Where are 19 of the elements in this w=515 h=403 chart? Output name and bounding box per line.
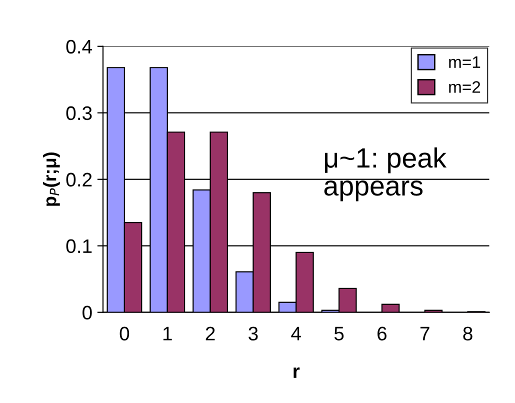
y-tick-label: 0.2 (66, 172, 92, 187)
x-tick-label: 8 (463, 326, 472, 340)
annotation: μ~1: peak appears (324, 147, 447, 202)
x-tick-label: 3 (248, 326, 258, 340)
y-axis-title: p$_{P}$(r;μ) (43, 152, 60, 206)
legend-label: m=1 (449, 56, 480, 68)
x-tick-label: 5 (334, 326, 344, 340)
x-axis-title: r (294, 367, 300, 378)
y-tick-label: 0.4 (66, 40, 92, 54)
x-tick-label: 2 (206, 326, 215, 340)
y-tick-label: 0 (82, 306, 92, 320)
x-tick-label: 1 (163, 326, 172, 340)
y-tick-label: 0.3 (66, 106, 92, 120)
legend-label: m=2 (449, 81, 480, 93)
y-tick-label: 0.1 (66, 239, 92, 254)
x-tick-label: 4 (291, 326, 301, 340)
x-tick-label: 0 (120, 326, 130, 340)
x-tick-label: 6 (378, 326, 387, 340)
x-tick-label: 7 (420, 326, 430, 340)
